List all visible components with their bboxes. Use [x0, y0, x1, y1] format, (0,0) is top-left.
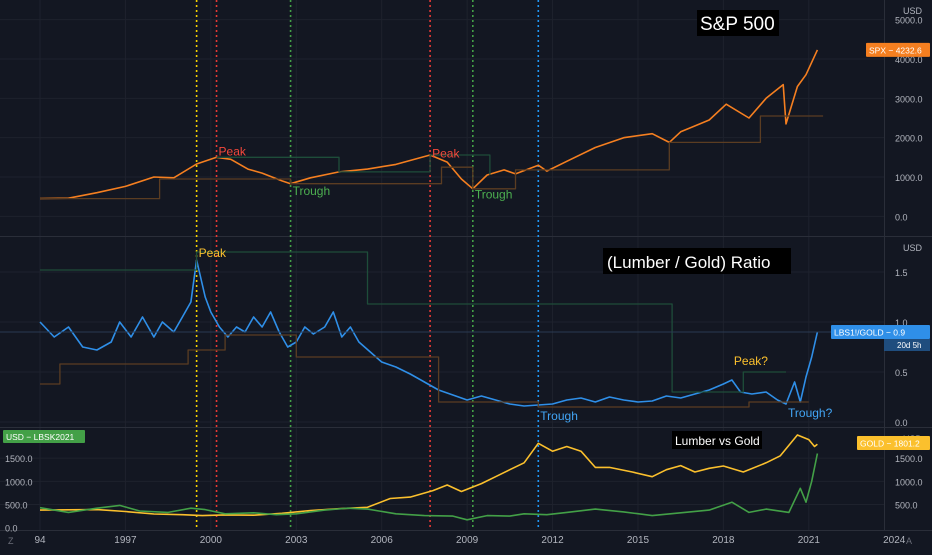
x-tick-label: 2018 [712, 535, 735, 546]
pane-title-ratio: (Lumber / Gold) Ratio [603, 248, 791, 274]
y-tick-label: 1000.0 [895, 173, 923, 183]
series-line-peak-step [40, 251, 786, 393]
y-tick-label: 0.5 [895, 368, 908, 378]
series-line-lbsk2021 [39, 453, 819, 521]
price-tag-background [3, 430, 85, 443]
x-tick-label: 2015 [627, 535, 650, 546]
countdown-background [884, 339, 930, 351]
current-price-tag-lumber: USD − LBSK2021 [3, 430, 85, 443]
timezone-icon: Z [8, 536, 14, 546]
series-line-trough-step [40, 115, 824, 200]
price-tag-text: GOLD − 1801.2 [860, 439, 920, 449]
annotation-label: Peak [219, 144, 247, 158]
current-price-tag-ratio: LBS1!/GOLD − 0.9 [831, 325, 930, 339]
countdown-text: 20d 5h [897, 341, 921, 350]
y-tick-label: 1500.0 [895, 454, 923, 464]
left-y-tick-label: 1500.0 [5, 454, 33, 464]
pane-title-lumber-gold: Lumber vs Gold [672, 431, 762, 449]
price-tag-background [866, 42, 930, 57]
y-tick-label: 5000.0 [895, 16, 923, 26]
annotation-label: Trough [475, 188, 513, 202]
y-tick-label: 0.0 [895, 212, 908, 222]
y-tick-label: 0.0 [895, 418, 908, 428]
x-tick-label: 2012 [541, 535, 564, 546]
y-tick-label: 3000.0 [895, 94, 923, 104]
y-unit-label: USD [903, 6, 923, 16]
annotation-label: Peak [199, 246, 227, 260]
x-tick-label: 2021 [798, 535, 821, 546]
x-tick-label: 2024 [883, 535, 906, 546]
price-tag-text: USD − LBSK2021 [6, 432, 75, 442]
y-tick-label: 4000.0 [895, 55, 923, 65]
current-price-tag-spx: SPX − 4232.6 [866, 42, 930, 57]
chart-title: (Lumber / Gold) Ratio [607, 253, 770, 272]
annotation-label: Trough [540, 409, 578, 423]
chart-title: Lumber vs Gold [675, 434, 760, 448]
y-tick-label: 1.5 [895, 268, 908, 278]
y-tick-label: 2000.0 [895, 134, 923, 144]
y-tick-label: 1000.0 [895, 477, 923, 487]
x-tick-label: 2006 [371, 535, 394, 546]
y-tick-label: 500.0 [895, 501, 918, 511]
price-tag-text: LBS1!/GOLD − 0.9 [834, 328, 905, 338]
series-line-peak-step [216, 154, 491, 175]
left-y-tick-label: 0.0 [5, 524, 18, 534]
annotation-label: Peak? [734, 354, 768, 368]
series-line-lbs1-gold [39, 259, 819, 407]
chart-title: S&P 500 [700, 14, 775, 35]
price-tag-background [857, 436, 930, 450]
x-tick-label: 2000 [200, 535, 223, 546]
x-tick-label: 1997 [114, 535, 137, 546]
x-tick-label: 2003 [285, 535, 308, 546]
x-tick-label: 94 [34, 535, 46, 546]
y-unit-label: USD [903, 243, 923, 253]
left-y-tick-label: 500.0 [5, 501, 28, 511]
price-tag-background [831, 325, 930, 339]
left-y-tick-label: 1000.0 [5, 477, 33, 487]
countdown-tag: 20d 5h [884, 339, 930, 351]
x-tick-label: 2009 [456, 535, 479, 546]
title-backdrop [603, 248, 791, 274]
y-tick-label: 1.0 [895, 318, 908, 328]
title-backdrop [672, 431, 762, 449]
pane-title-spx: S&P 500 [697, 10, 779, 36]
series-line-gold [39, 434, 818, 517]
price-tag-text: SPX − 4232.6 [869, 45, 922, 55]
current-price-tag-gold: GOLD − 1801.2 [857, 436, 930, 450]
annotation-label: Trough? [788, 406, 833, 420]
series-line-trough-step [40, 334, 809, 408]
annotation-label: Peak [432, 146, 460, 160]
auto-scale-button: A [906, 536, 912, 546]
title-backdrop [697, 10, 779, 36]
annotation-label: Trough [293, 184, 331, 198]
